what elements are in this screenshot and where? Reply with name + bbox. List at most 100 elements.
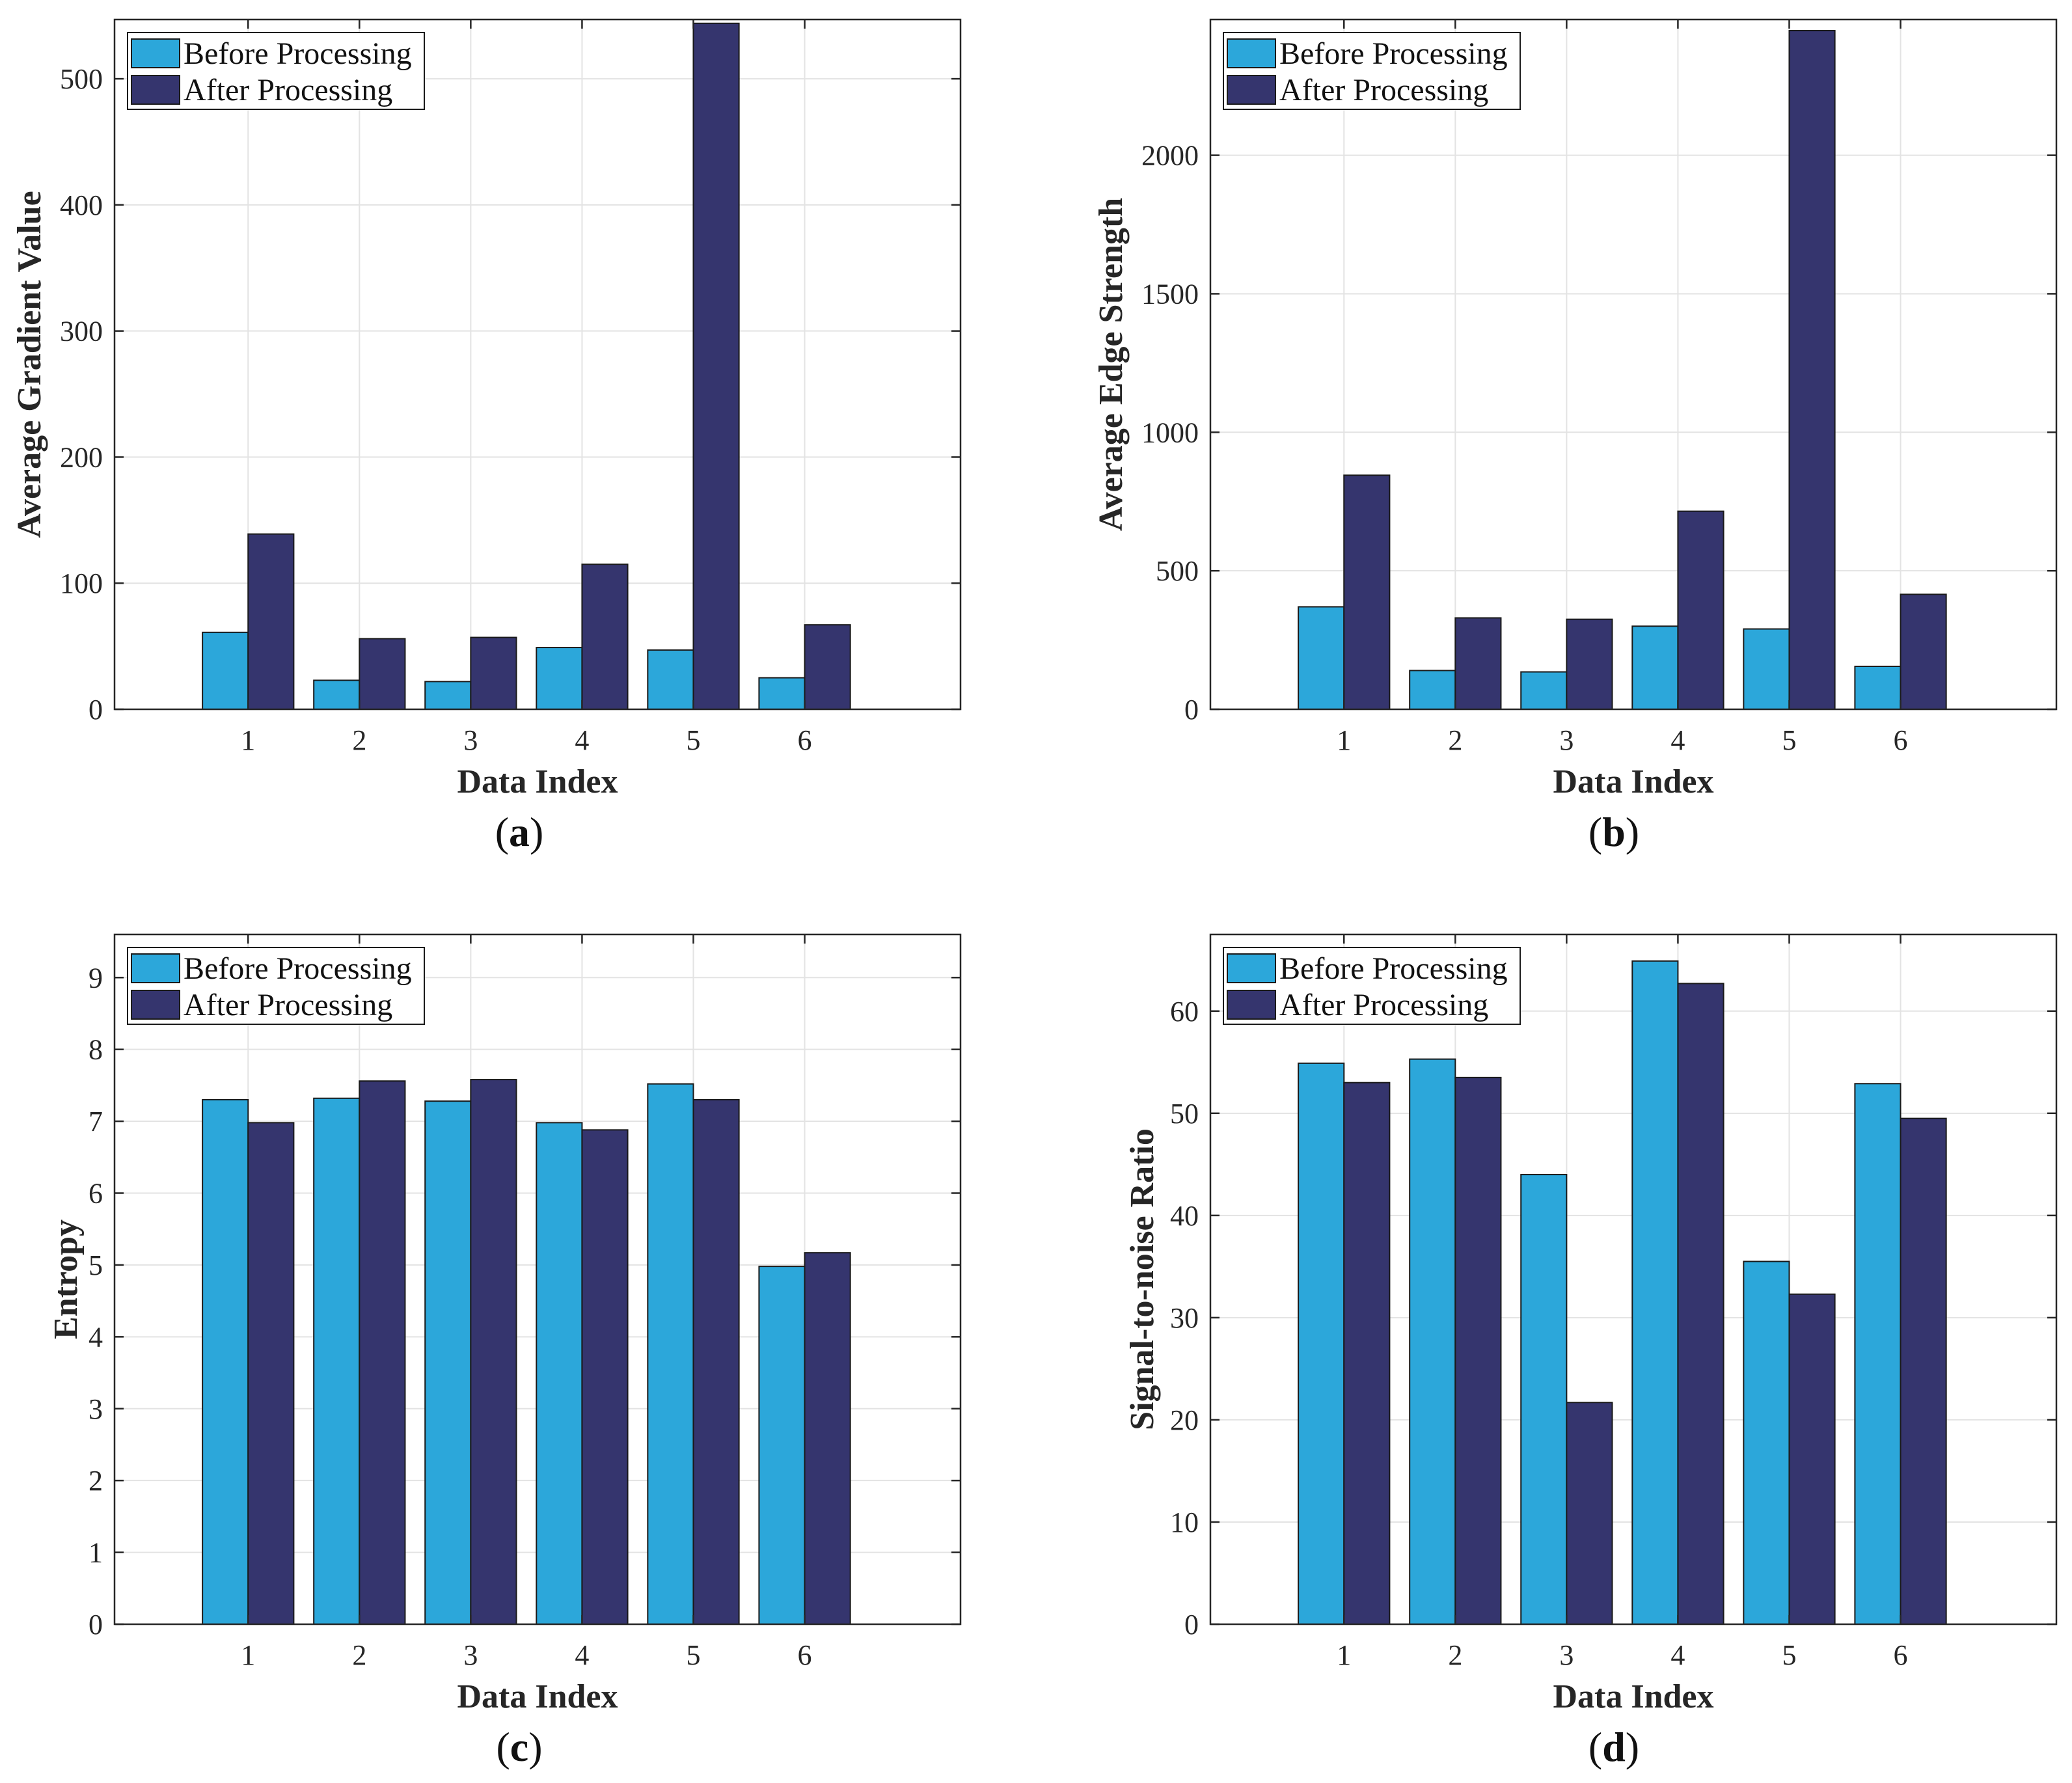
x-axis-label: Data Index [1553, 1678, 1713, 1715]
y-axis-label: Signal-to-noise Ratio [1124, 1128, 1161, 1430]
caption-paren: ( [1588, 809, 1602, 855]
x-tick-label: 6 [798, 724, 812, 756]
x-tick-label: 3 [1559, 1639, 1574, 1671]
y-tick-label: 6 [89, 1178, 103, 1210]
y-tick-label: 500 [60, 63, 103, 95]
chart-d: 0 10 20 30 40 50 60 1 2 3 4 5 6 Data Index Signal-to-n… [1124, 933, 2058, 1770]
bar-before-3 [1520, 1174, 1568, 1625]
x-tick-label: 2 [352, 724, 366, 756]
x-tick-label: 5 [686, 1639, 700, 1671]
legend-swatch-before [131, 38, 180, 68]
bar-before-1 [1298, 1062, 1345, 1626]
x-tick-label: 1 [241, 1639, 255, 1671]
legend-label: After Processing [184, 73, 392, 107]
bar-after-5 [1788, 1293, 1836, 1626]
legend-swatch-after [131, 990, 180, 1020]
bar-after-5 [1788, 30, 1836, 711]
y-axis-label: Entropy [48, 1219, 85, 1339]
caption-paren: ) [1626, 809, 1639, 855]
y-tick-label: 0 [89, 1609, 103, 1640]
caption-paren: ) [1626, 1724, 1639, 1770]
bar-before-5 [1743, 1260, 1790, 1626]
bar-before-1 [202, 1098, 249, 1626]
bar-after-6 [1900, 1117, 1947, 1625]
bar-before-6 [1854, 1083, 1902, 1625]
axes-box [1209, 18, 2058, 711]
axes-box [1209, 933, 2058, 1626]
caption-letter: a [509, 809, 530, 855]
legend-swatch-before [131, 953, 180, 983]
x-tick-label: 5 [1782, 724, 1796, 756]
y-tick-label: 1 [89, 1537, 103, 1569]
chart-a: 0 100 200 300 400 500 1 2 3 4 5 6 Data Index Average … [11, 18, 962, 855]
caption-letter: d [1602, 1724, 1626, 1770]
legend-label: Before Processing [184, 951, 412, 986]
x-tick-label: 2 [352, 1639, 366, 1671]
x-tick-label: 5 [686, 724, 700, 756]
bar-after-1 [1343, 1082, 1391, 1626]
legend-swatch-after [1227, 75, 1276, 105]
panel-caption: (a) [495, 809, 544, 855]
y-tick-label: 30 [1170, 1302, 1199, 1334]
bar-after-3 [1566, 1402, 1613, 1626]
y-tick-label: 100 [60, 567, 103, 599]
bar-after-1 [247, 533, 295, 710]
caption-paren: ) [530, 809, 543, 855]
y-tick-label: 10 [1170, 1506, 1199, 1538]
bar-before-4 [1631, 625, 1679, 711]
axes-box [113, 18, 962, 711]
x-tick-label: 4 [1670, 1639, 1685, 1671]
legend-label: Before Processing [184, 36, 412, 71]
y-tick-label: 40 [1170, 1200, 1199, 1232]
bar-before-5 [647, 649, 694, 710]
y-tick-label: 1000 [1141, 416, 1199, 448]
x-tick-label: 4 [575, 724, 589, 756]
x-tick-label: 1 [1337, 1639, 1351, 1671]
bar-after-3 [470, 1079, 517, 1625]
x-tick-label: 3 [1559, 724, 1574, 756]
y-tick-label: 2 [89, 1465, 103, 1497]
bar-after-5 [692, 22, 740, 711]
bar-before-4 [536, 647, 583, 711]
bar-after-6 [804, 1252, 851, 1626]
bar-after-5 [692, 1098, 740, 1626]
bar-after-3 [1566, 618, 1613, 711]
x-axis-label: Data Index [457, 1678, 618, 1715]
legend-swatch-after [131, 75, 180, 105]
bar-before-2 [313, 1097, 361, 1625]
x-tick-label: 6 [798, 1639, 812, 1671]
legend-label: After Processing [184, 988, 392, 1022]
plot-area [115, 20, 961, 709]
y-tick-label: 500 [1156, 555, 1199, 587]
bar-after-6 [804, 624, 851, 711]
legend-swatch-after [1227, 990, 1276, 1020]
x-tick-label: 6 [1894, 724, 1908, 756]
caption-letter: b [1602, 809, 1626, 855]
bar-after-1 [247, 1122, 295, 1625]
bar-before-4 [536, 1122, 583, 1625]
panel-caption: (d) [1588, 1724, 1639, 1770]
y-tick-label: 0 [1184, 694, 1199, 726]
x-axis-label: Data Index [1553, 763, 1713, 800]
legend-swatch-before [1227, 38, 1276, 68]
bar-after-2 [1454, 1076, 1502, 1625]
y-tick-label: 50 [1170, 1098, 1199, 1130]
x-tick-label: 2 [1448, 1639, 1462, 1671]
y-tick-label: 200 [60, 441, 103, 473]
bar-before-5 [647, 1083, 694, 1625]
x-axis-label: Data Index [457, 763, 618, 800]
x-tick-label: 4 [1670, 724, 1685, 756]
x-tick-label: 3 [463, 1639, 478, 1671]
bar-before-6 [758, 677, 806, 711]
bar-after-4 [581, 564, 629, 710]
y-tick-label: 9 [89, 962, 103, 994]
bar-after-4 [1677, 510, 1724, 710]
bar-before-6 [758, 1266, 806, 1625]
chart-c: 0 1 2 3 4 5 6 7 8 9 1 2 3 4 5 6 Data Index Entropy Before … [48, 933, 962, 1770]
bar-after-4 [1677, 983, 1724, 1625]
